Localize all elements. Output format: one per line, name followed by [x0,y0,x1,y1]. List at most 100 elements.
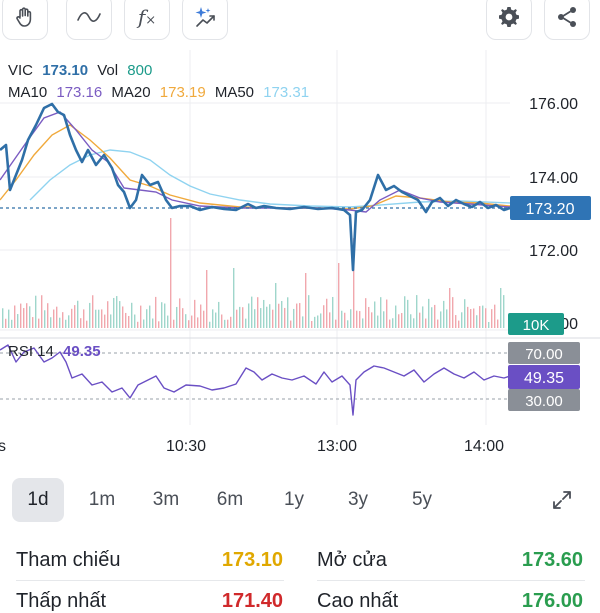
volume-bar [179,298,181,328]
volume-bar [314,316,316,328]
volume-bar [269,304,271,328]
volume-bar [86,320,88,328]
volume-bar [329,312,331,328]
rsi-line [0,344,511,416]
time-tick-1030: 10:30 [166,438,206,455]
volume-bar [362,318,364,328]
volume-bar [380,297,382,328]
volume-bar [455,315,457,328]
volume-bar [242,307,244,328]
volume-bar [227,319,229,328]
volume-bar [263,299,265,328]
hand-icon [16,7,32,27]
period-1m-button[interactable]: 1m [76,478,128,522]
low-price-value: 171.40 [221,590,283,612]
hand-tool-button[interactable] [2,0,48,40]
draw-line-button[interactable] [66,0,112,40]
volume-bar [128,315,130,328]
period-label: 6m [216,489,244,510]
volume-bar [323,305,325,328]
volume-bar [62,312,64,328]
volume-bar [368,306,370,328]
volume-bar [224,319,226,328]
volume-bar [467,306,469,328]
volume-bar [275,283,277,328]
open-price-value: 173.60 [521,549,583,571]
period-label: 1m [88,489,116,510]
volume-bar [176,306,178,328]
volume-bar [344,312,346,328]
rsi-value-tag-text: 49.35 [524,370,564,387]
volume-bar [116,296,118,328]
volume-bar [485,308,487,328]
vol-value: 800 [127,62,152,79]
volume-bar [143,319,145,328]
ref-price-label: Tham chiếu [16,549,121,571]
volume-bar [206,270,208,328]
volume-bar [458,320,460,328]
volume-bar [422,306,424,328]
volume-bar [449,288,451,328]
legend-row-2: MA10 173.16 MA20 173.19 MA50 173.31 [8,84,309,101]
volume-bar [77,300,79,328]
volume-bar [266,306,268,328]
volume-tag-text: 10K [523,317,550,334]
gear-icon [499,7,519,27]
share-button[interactable] [544,0,590,40]
price-tick-174: 174.00 [529,170,578,187]
volume-bar [377,315,379,328]
period-1y-button[interactable]: 1y [268,478,320,522]
rsi-value-tag [508,365,580,389]
volume-bar [503,295,505,328]
ma50-value: 173.31 [263,84,309,101]
price-line [0,102,511,272]
volume-bar [173,319,175,328]
volume-bar [140,305,142,328]
volume-bar [80,318,82,328]
volume-bar [401,313,403,328]
volume-bar [197,317,199,328]
volume-bar [497,319,499,328]
volume-bar [452,297,454,328]
volume-bar [185,314,187,328]
share-icon [558,7,576,27]
ref-price-value: 173.10 [221,549,283,571]
volume-bar [203,310,205,328]
volume-bar [5,318,7,328]
volume-bar [302,316,304,328]
chart-toolbar: f× [0,0,600,44]
period-3y-button[interactable]: 3y [332,478,384,522]
volume-bar [56,306,58,328]
volume-bar [194,299,196,328]
settings-button[interactable] [486,0,532,40]
period-5y-button[interactable]: 5y [396,478,448,522]
volume-bar [395,305,397,328]
volume-bar [386,299,388,328]
price-chart[interactable]: VIC 173.10 Vol 800 MA10 173.16 MA20 173.… [0,50,600,460]
smart-analysis-button[interactable] [182,0,228,40]
volume-bar [392,318,394,328]
volume-bar [23,308,25,328]
period-6m-button[interactable]: 6m [204,478,256,522]
volume-bar [254,309,256,328]
volume-bar [428,298,430,328]
volume-bar [287,297,289,328]
time-tick-1300: 13:00 [317,438,357,455]
volume-bar [38,318,40,328]
period-label: 3y [347,489,369,510]
volume-bar [14,305,16,328]
indicator-button[interactable]: f× [124,0,170,40]
volume-bar [284,307,286,328]
period-1d-button[interactable]: 1d [12,478,64,522]
period-3m-button[interactable]: 3m [140,478,192,522]
volume-bar [347,320,349,328]
volume-bar [212,309,214,328]
ma20-line [0,124,511,210]
volume-bar [215,312,217,328]
volume-bar [17,314,19,328]
fullscreen-button[interactable] [540,478,584,522]
volume-bar [416,295,418,328]
high-price-value: 176.00 [521,590,583,612]
volume-bar [50,317,52,328]
volume-bar [95,309,97,328]
